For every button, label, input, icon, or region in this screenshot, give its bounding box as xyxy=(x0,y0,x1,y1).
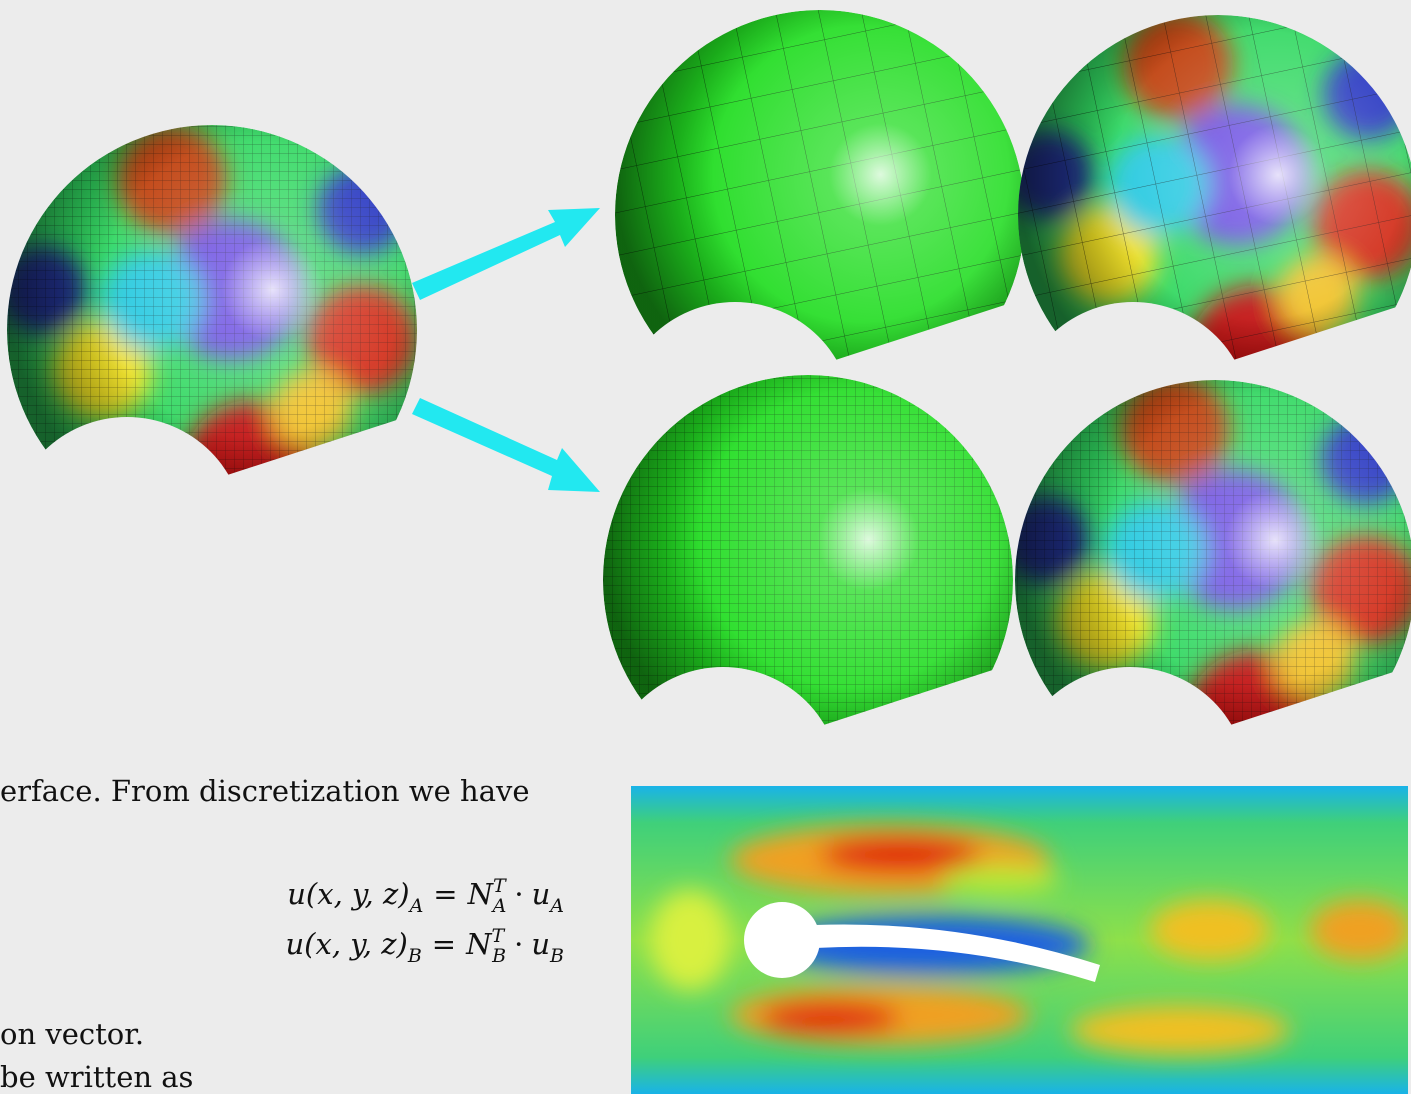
eq-sup: T xyxy=(493,875,507,897)
eq-lhs: u(x, y, z) xyxy=(287,877,409,911)
shading xyxy=(7,125,417,535)
shading xyxy=(1015,380,1411,780)
eq-dot: · xyxy=(514,927,523,961)
eq-n: N xyxy=(465,927,493,961)
eq-sup: T xyxy=(491,925,505,947)
eq-u: u xyxy=(532,877,551,911)
sphere xyxy=(1003,0,1411,425)
eq-n: N xyxy=(467,877,495,911)
eq-sub: B xyxy=(407,945,422,967)
sphere xyxy=(603,355,1053,785)
flow-field xyxy=(631,786,1410,1094)
eq-sign: = xyxy=(433,877,457,911)
eq-dot: · xyxy=(514,877,523,911)
body-text: be written as xyxy=(0,1060,193,1094)
sphere xyxy=(1000,360,1411,790)
sphere-figures xyxy=(0,0,1411,790)
cylinder xyxy=(744,902,820,978)
eq-sub: B xyxy=(549,945,564,967)
eq-sub: A xyxy=(408,895,424,917)
page: erface. From discretization we have on v… xyxy=(0,0,1411,1094)
sphere xyxy=(0,105,457,540)
arrow xyxy=(412,398,600,492)
body-text: on vector. xyxy=(0,1017,144,1051)
eq-sub: A xyxy=(548,895,564,917)
shading xyxy=(603,375,1013,785)
eq-u: u xyxy=(531,927,550,961)
eq-sub: A xyxy=(491,895,507,917)
shading xyxy=(1018,15,1411,415)
eq-sub: B xyxy=(491,945,506,967)
eq-sign: = xyxy=(432,927,456,961)
eq-lhs: u(x, y, z) xyxy=(285,927,407,961)
body-text: erface. From discretization we have xyxy=(0,774,530,808)
